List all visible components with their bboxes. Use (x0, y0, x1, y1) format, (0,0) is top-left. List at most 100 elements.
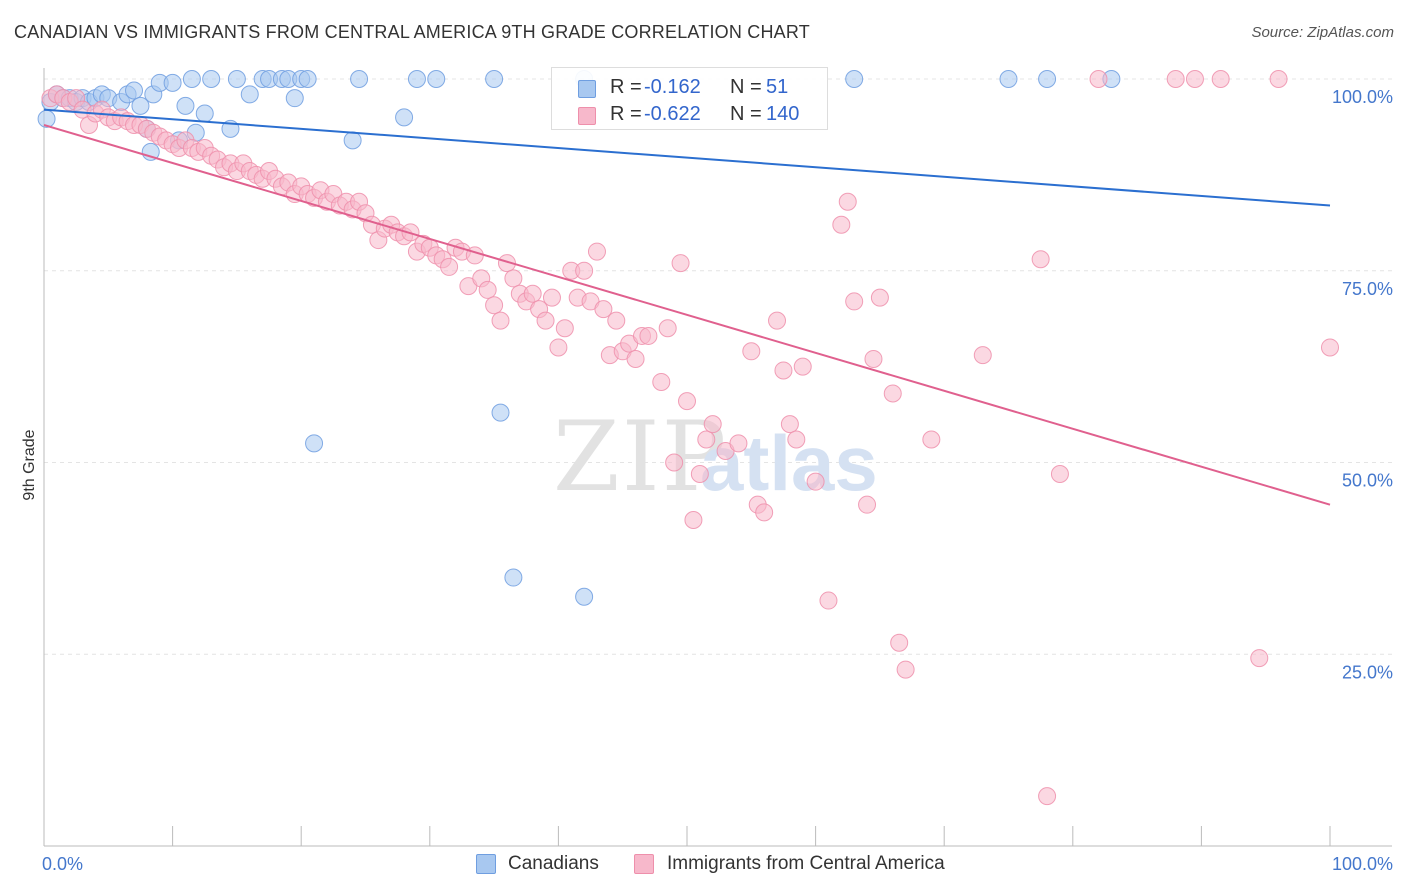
canadians-point (395, 108, 414, 127)
immigrants-point (485, 296, 504, 315)
canadians-point (305, 434, 324, 453)
canadians-point (182, 70, 201, 88)
canadians-point (845, 70, 864, 88)
immigrants-point (768, 311, 787, 330)
immigrants-point (652, 372, 671, 391)
canadians-point (575, 587, 594, 606)
immigrants-point (440, 257, 459, 276)
immigrants-point (883, 384, 902, 403)
immigrants-point (555, 319, 574, 338)
immigrants-point (832, 215, 851, 234)
immigrants-point (806, 472, 825, 491)
immigrants-point (870, 288, 889, 307)
legend-row-canadians: R = -0.162 N = 51 (552, 74, 827, 102)
immigrants-point (703, 415, 722, 434)
immigrants-point (896, 660, 915, 679)
immigrants-point (665, 453, 684, 472)
canadians-point (240, 85, 259, 104)
watermark-zip: ZIP (553, 401, 728, 513)
immigrants-point (626, 349, 645, 368)
legend-r-label: R = (610, 103, 642, 125)
legend-row-immigrants: R = -0.622 N = 140 (552, 101, 827, 129)
immigrants-point (729, 434, 748, 453)
immigrants-point (697, 430, 716, 449)
immigrants-point (478, 280, 497, 299)
immigrants-point (542, 288, 561, 307)
canadians-point (350, 70, 369, 88)
legend-n-value: 140 (766, 103, 800, 125)
legend-n-label: N = (730, 103, 762, 125)
immigrants-point (639, 326, 658, 345)
immigrants-point (845, 292, 864, 311)
immigrants-point (575, 261, 594, 280)
immigrants-point (1185, 70, 1204, 88)
canadians-point (195, 104, 214, 123)
immigrants-point (1211, 70, 1230, 88)
canadians-point (1038, 70, 1057, 88)
immigrants-point (742, 342, 761, 361)
immigrants-point (594, 300, 613, 319)
immigrants-point (774, 361, 793, 380)
immigrants-point (1038, 787, 1057, 806)
x-tick-label-max: 100.0% (1332, 854, 1393, 874)
legend-swatch-pink (578, 107, 596, 125)
canadians-point (285, 89, 304, 108)
watermark: ZIP atlas (553, 401, 878, 513)
y-tick-label: 75.0% (1342, 279, 1393, 299)
immigrants-point (504, 269, 523, 288)
immigrants-point (1166, 70, 1185, 88)
tick-labels: 0.0% 100.0% 100.0% 75.0% 50.0% 25.0% (42, 87, 1393, 874)
immigrants-point (793, 357, 812, 376)
axes (43, 68, 1392, 847)
legend-r-label: R = (610, 76, 642, 98)
correlation-legend: R = -0.162 N = 51 R = -0.622 N = 140 (551, 67, 828, 130)
canadians-trend-line (43, 108, 1331, 207)
immigrants-point (1089, 70, 1108, 88)
immigrants-point (497, 254, 516, 273)
immigrants-point (549, 338, 568, 357)
immigrants-point (864, 349, 883, 368)
immigrants-point (678, 392, 696, 411)
series-legend-label: Immigrants from Central America (667, 853, 945, 874)
watermark-atlas: atlas (700, 419, 878, 507)
chart-source: Source: ZipAtlas.com (1251, 24, 1394, 41)
immigrants-point (755, 503, 774, 522)
series-legend: Canadians Immigrants from Central Americ… (0, 851, 1406, 879)
legend-n-value: 51 (766, 76, 789, 98)
y-tick-label: 100.0% (1332, 87, 1393, 107)
canadians-point (202, 70, 221, 88)
canadians-point (427, 70, 446, 88)
legend-r-value: -0.622 (644, 103, 701, 125)
legend-r-value: -0.162 (644, 76, 701, 98)
immigrants-point (858, 495, 877, 514)
y-tick-label: 25.0% (1342, 662, 1393, 682)
immigrants-point (922, 430, 941, 449)
immigrants-point (838, 192, 857, 211)
series-swatch-pink (634, 854, 654, 874)
immigrants-point (491, 311, 510, 330)
canadians-point (485, 70, 504, 88)
immigrants-point (536, 311, 555, 330)
canadians-point (504, 568, 523, 587)
canadians-point (176, 96, 195, 115)
canadians-point (163, 73, 182, 92)
immigrants-point (890, 633, 909, 652)
immigrants-point (1269, 70, 1288, 88)
canadians-point (999, 70, 1018, 88)
series-legend-label: Canadians (508, 853, 599, 874)
trend-lines (43, 108, 1331, 506)
canadians-point (131, 96, 150, 115)
immigrants-point (819, 591, 838, 610)
immigrants-point (1250, 649, 1269, 668)
immigrants-point (607, 311, 626, 330)
immigrants-point (523, 284, 542, 303)
immigrants-point (658, 319, 677, 338)
immigrants-point (787, 430, 806, 449)
chart-title: CANADIAN VS IMMIGRANTS FROM CENTRAL AMER… (14, 22, 810, 42)
canadians-point (125, 81, 144, 100)
y-tick-label: 50.0% (1342, 471, 1393, 491)
immigrants-point (587, 242, 606, 261)
immigrants-point (684, 511, 703, 530)
immigrants-point (690, 465, 709, 484)
